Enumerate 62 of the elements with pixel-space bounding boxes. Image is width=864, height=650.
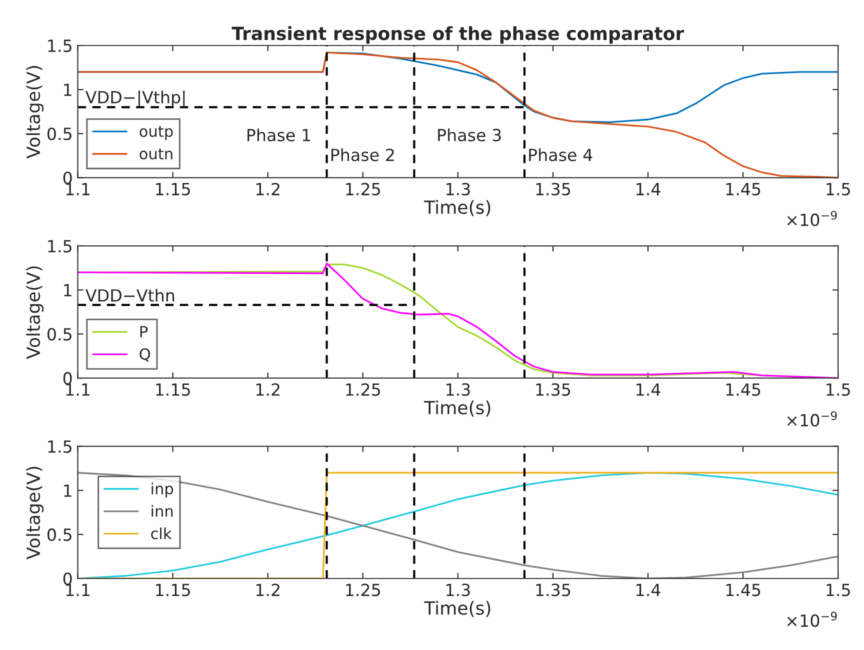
- x-tick-label: 1.45: [726, 383, 760, 396]
- x-tick-label: 1.5: [826, 383, 850, 396]
- legend-label: Q: [140, 348, 150, 362]
- y-tick-label: 0: [63, 572, 72, 586]
- x-tick-label: 1.35: [536, 383, 570, 396]
- x-tick-label: 1.35: [536, 584, 570, 596]
- x-tick-label: 1.45: [726, 183, 760, 196]
- x-tick-label: 1.4: [636, 383, 660, 396]
- x-tick-label: 1.1: [66, 183, 90, 196]
- legend-label: clk: [151, 527, 172, 540]
- annotation: Phase 3: [438, 128, 501, 142]
- legend-label: P: [140, 326, 148, 338]
- legend-label: outn: [140, 148, 172, 160]
- x-tick-label: 1.2: [256, 584, 280, 596]
- y-tick-label: 0: [63, 172, 72, 184]
- annotation: Phase 1: [248, 128, 310, 142]
- chart-title: Transient response of the phase comparator: [232, 26, 684, 44]
- x-tick-label: 1.1: [66, 383, 90, 396]
- legend-label: inn: [152, 505, 173, 517]
- x-tick-label: 1.3: [446, 584, 470, 596]
- y-tick-label: 0.5: [47, 328, 72, 341]
- x-axis-title: Time(s): [424, 400, 490, 417]
- x-tick-label: 1.25: [346, 182, 380, 196]
- x-tick-label: 1.25: [346, 584, 380, 596]
- legend-label: outp: [140, 126, 173, 140]
- y-tick-label: 1.5: [48, 440, 72, 453]
- text: ×10$^{−9}$: [787, 612, 837, 627]
- y-tick-label: 1: [64, 284, 72, 296]
- legend-label: inp: [152, 482, 174, 498]
- y-tick-label: 1: [64, 84, 72, 96]
- x-axis-title: Time(s): [424, 600, 490, 617]
- x-tick-label: 1.15: [156, 383, 190, 396]
- x-tick-label: 1.5: [826, 183, 850, 196]
- x-tick-label: 1.4: [636, 584, 660, 596]
- annotation: Phase 2: [331, 148, 394, 162]
- x-tick-label: 1.25: [346, 383, 380, 396]
- y-tick-label: 0.5: [47, 528, 72, 542]
- y-axis-title: Voltage(V): [26, 66, 44, 159]
- annotation: VDD−|Vthp|: [85, 90, 185, 108]
- text: ×10$^{−9}$: [787, 210, 837, 226]
- x-tick-label: 1.3: [446, 182, 470, 196]
- x-tick-label: 1.15: [156, 584, 190, 596]
- y-tick-label: 0.5: [47, 128, 72, 140]
- x-tick-label: 1.2: [256, 383, 280, 396]
- y-tick-label: 1.5: [48, 40, 72, 52]
- x-tick-label: 1.3: [446, 383, 470, 396]
- y-tick-label: 0: [63, 372, 72, 385]
- x-axis-title: Time(s): [424, 200, 490, 216]
- x-tick-label: 1.5: [826, 584, 850, 596]
- x-tick-label: 1.45: [726, 584, 760, 596]
- x-tick-label: 1.15: [156, 183, 190, 196]
- x-tick-label: 1.1: [66, 584, 90, 596]
- y-tick-label: 1: [64, 484, 72, 497]
- y-axis-title: Voltage(V): [26, 466, 44, 560]
- x-tick-label: 1.2: [256, 182, 280, 196]
- y-tick-label: 1.5: [48, 240, 72, 252]
- annotation: Phase 4: [529, 148, 592, 162]
- y-axis-title: Voltage(V): [26, 266, 44, 359]
- annotation: VDD−Vthn: [85, 288, 174, 302]
- x-tick-label: 1.4: [636, 183, 660, 196]
- x-tick-label: 1.35: [536, 182, 570, 196]
- text: ×10$^{−9}$: [787, 411, 837, 427]
